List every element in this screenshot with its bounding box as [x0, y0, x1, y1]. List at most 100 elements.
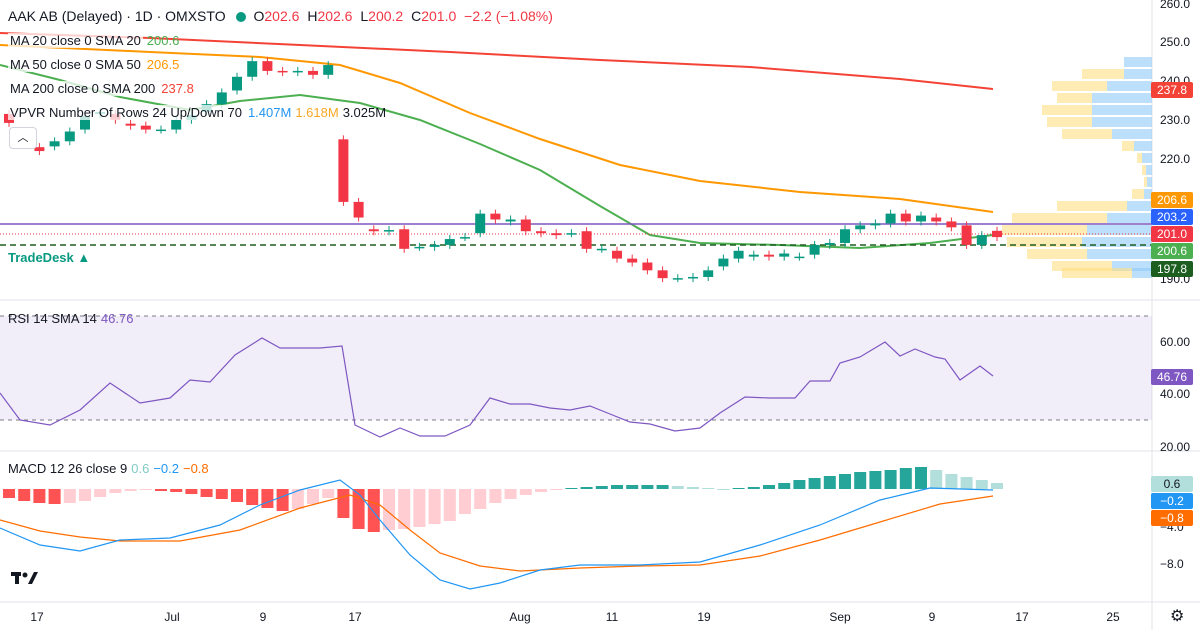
macd-hist-bar: [459, 489, 471, 514]
candle[interactable]: [323, 65, 334, 75]
ma20-legend[interactable]: MA 20 close 0 SMA 20 200.6: [8, 33, 183, 49]
candle[interactable]: [764, 254, 774, 257]
macd-hist-bar: [869, 471, 882, 489]
candle[interactable]: [672, 278, 683, 280]
candle[interactable]: [262, 61, 273, 71]
macd-hist-bar: [443, 489, 456, 521]
macd-hist-bar: [899, 468, 912, 489]
candle[interactable]: [384, 230, 394, 232]
volume-up-bar: [1092, 117, 1152, 127]
macd-legend[interactable]: MACD 12 26 close 9 0.6 −0.2 −0.8: [8, 461, 213, 477]
candle[interactable]: [733, 250, 744, 259]
candle[interactable]: [870, 223, 881, 226]
macd-signal-line: [0, 494, 994, 572]
vpvr-legend[interactable]: VPVR Number Of Rows 24 Up/Down 70 1.407M 1…: [8, 105, 390, 121]
candle[interactable]: [444, 239, 455, 245]
candle[interactable]: [855, 225, 866, 230]
candle[interactable]: [308, 70, 318, 75]
candle[interactable]: [840, 229, 850, 243]
candle[interactable]: [900, 213, 911, 222]
macd-hist-bar: [641, 485, 654, 489]
macd-hist-bar: [94, 489, 107, 497]
open-value: 202.6: [264, 8, 300, 24]
candle[interactable]: [612, 250, 622, 259]
candle[interactable]: [657, 270, 668, 279]
candle[interactable]: [140, 125, 151, 130]
candle[interactable]: [34, 147, 45, 152]
ma200-line: [0, 32, 994, 90]
ma200-legend[interactable]: MA 200 close 0 SMA 200 237.8: [8, 81, 198, 97]
candle[interactable]: [171, 119, 182, 130]
candle[interactable]: [703, 270, 714, 277]
macd-hist-bar: [550, 489, 563, 490]
volume-down-bar: [1082, 69, 1124, 79]
candle[interactable]: [399, 229, 410, 249]
candle[interactable]: [551, 233, 562, 236]
candle[interactable]: [247, 61, 258, 77]
candle[interactable]: [80, 115, 90, 130]
rsi-legend[interactable]: RSI 14 SMA 14 46.76: [8, 311, 137, 327]
candle[interactable]: [490, 213, 501, 220]
volume-up-bar: [1134, 141, 1152, 151]
candle[interactable]: [156, 129, 166, 132]
volume-down-bar: [1007, 237, 1082, 247]
candle[interactable]: [64, 131, 75, 142]
candle[interactable]: [338, 139, 349, 202]
candle[interactable]: [429, 244, 440, 247]
candle[interactable]: [353, 201, 364, 218]
candle[interactable]: [125, 123, 136, 126]
candle[interactable]: [946, 221, 957, 228]
candle[interactable]: [961, 225, 972, 245]
candle[interactable]: [809, 244, 820, 255]
ma200-price-pill: 237.8: [1151, 82, 1193, 98]
candle[interactable]: [627, 258, 638, 263]
candle[interactable]: [718, 258, 729, 267]
candle[interactable]: [976, 235, 987, 245]
candle[interactable]: [292, 70, 303, 73]
candle[interactable]: [414, 246, 425, 249]
tradingview-logo[interactable]: [10, 568, 40, 592]
candle[interactable]: [916, 215, 926, 222]
candle[interactable]: [49, 141, 60, 147]
candle[interactable]: [581, 231, 592, 249]
candle[interactable]: [596, 248, 607, 251]
symbol-title[interactable]: AAK AB (Delayed) · 1D · OMXSTO: [8, 8, 226, 24]
candle[interactable]: [748, 254, 759, 257]
symbol-legend[interactable]: AAK AB (Delayed) · 1D · OMXSTO O202.6 H2…: [8, 8, 557, 24]
candle[interactable]: [475, 213, 486, 234]
volume-up-bar: [1124, 57, 1152, 67]
volume-up-bar: [1146, 165, 1152, 175]
macd-hist-bar: [155, 489, 167, 491]
candle[interactable]: [992, 230, 1002, 238]
candle[interactable]: [536, 231, 546, 234]
candle[interactable]: [520, 219, 531, 232]
rsi-tick: 20.00: [1160, 440, 1191, 454]
macd-hist-bar: [884, 470, 897, 489]
price-tick: 260.0: [1160, 0, 1191, 11]
candle[interactable]: [794, 256, 805, 259]
macd-hist-bar: [915, 467, 927, 489]
settings-gear-icon[interactable]: ⚙: [1170, 608, 1185, 625]
volume-up-bar: [1107, 213, 1152, 223]
collapse-legend-button[interactable]: ︿: [9, 127, 37, 149]
candle[interactable]: [505, 219, 516, 222]
candle[interactable]: [885, 213, 896, 224]
candle[interactable]: [779, 253, 790, 257]
candle[interactable]: [216, 92, 227, 105]
candle[interactable]: [460, 237, 470, 239]
tradedesk-label[interactable]: TradeDesk ▲: [8, 250, 91, 265]
candle[interactable]: [824, 242, 835, 245]
candle[interactable]: [688, 276, 698, 279]
candle[interactable]: [368, 229, 379, 232]
candle[interactable]: [566, 233, 577, 235]
ma50-legend[interactable]: MA 50 close 0 SMA 50 206.5: [8, 57, 183, 73]
macd-hist-bar: [261, 489, 274, 508]
candle[interactable]: [277, 70, 288, 73]
candle[interactable]: [232, 76, 242, 91]
macd-hist-bar: [18, 489, 31, 501]
volume-down-bar: [1062, 129, 1112, 139]
macd-hist-bar: [763, 485, 775, 489]
candle[interactable]: [642, 262, 653, 271]
candle[interactable]: [931, 217, 942, 222]
